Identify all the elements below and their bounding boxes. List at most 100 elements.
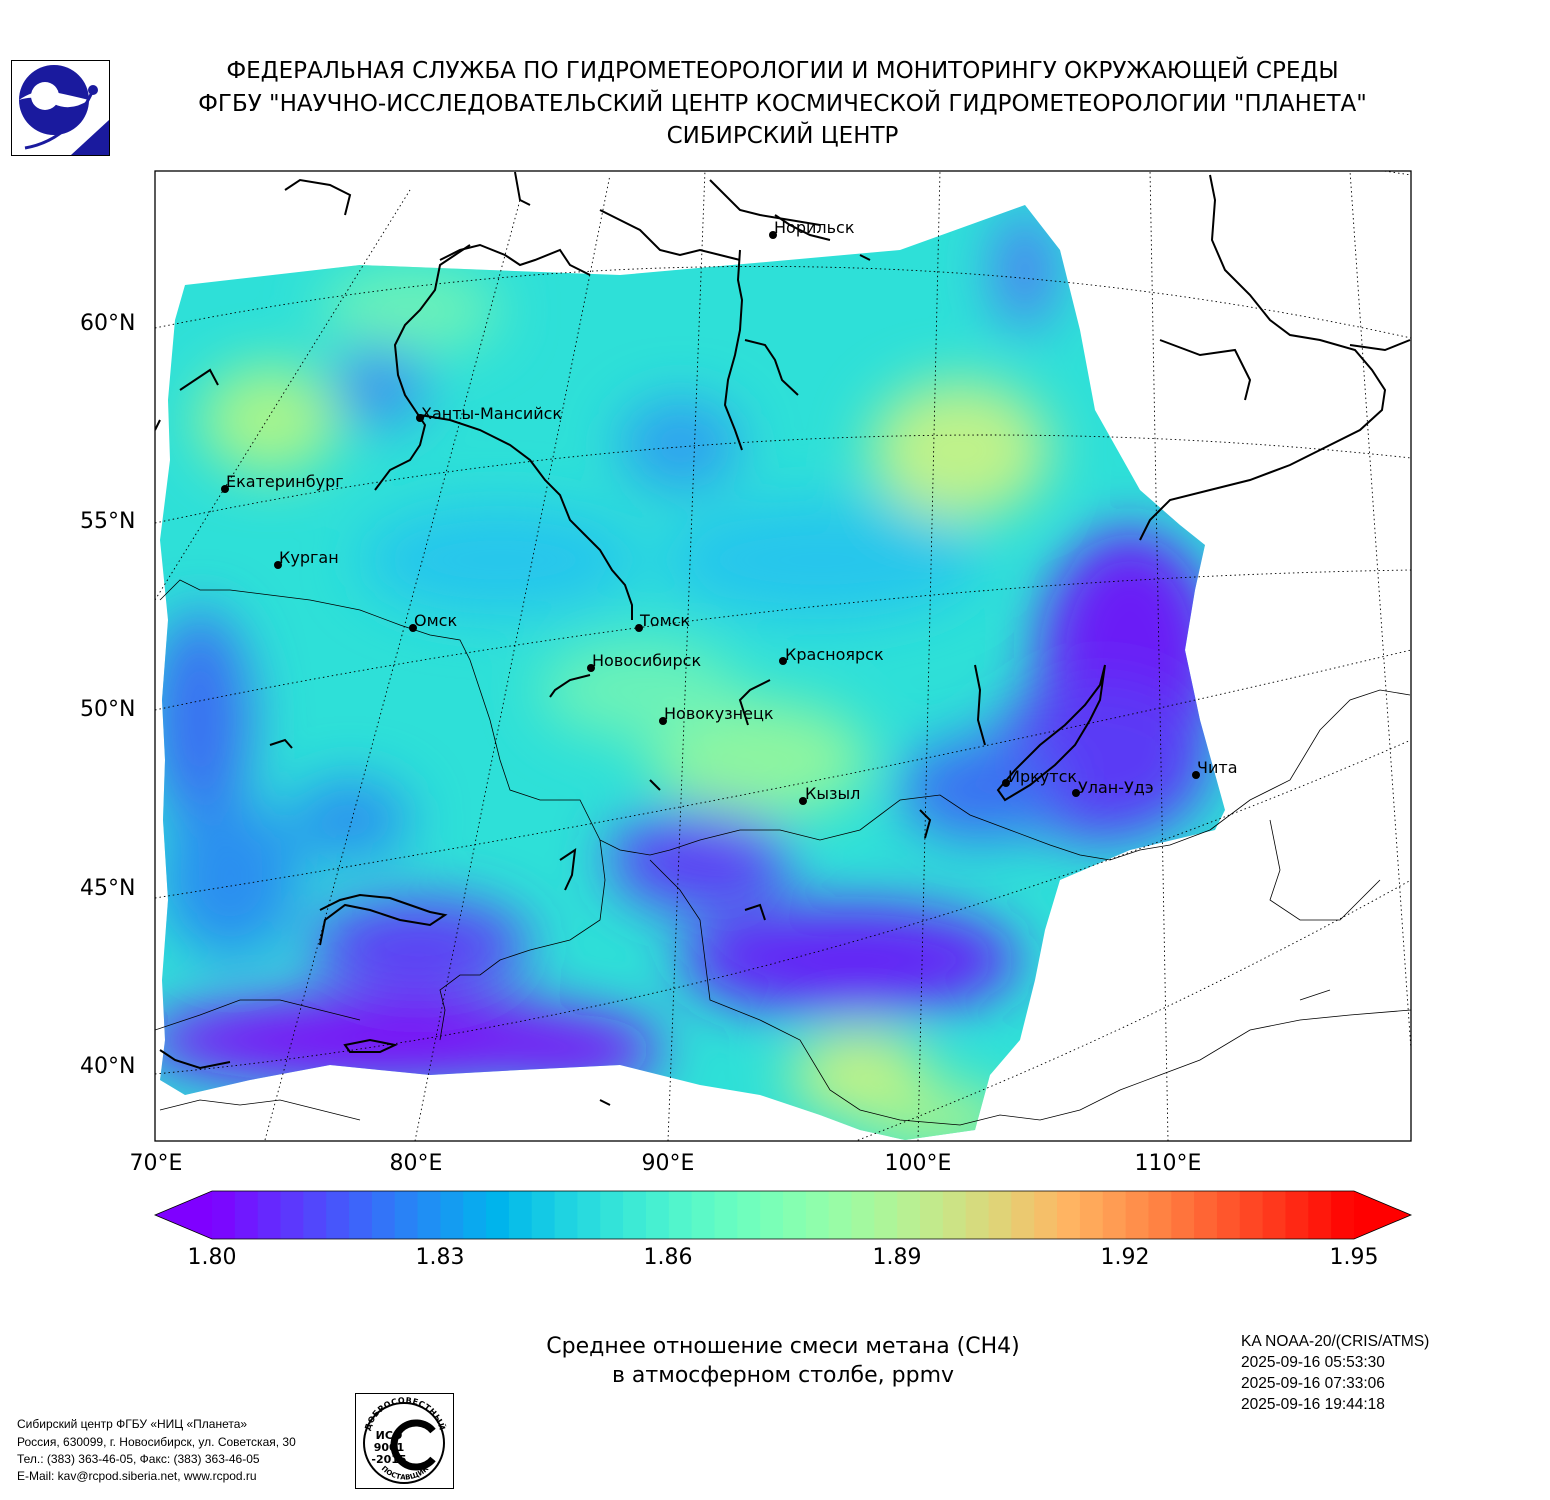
city-marker: [1072, 789, 1080, 797]
lon-label: 110°E: [1134, 1151, 1202, 1176]
header-line-1: ФЕДЕРАЛЬНАЯ СЛУЖБА ПО ГИДРОМЕТЕОРОЛОГИИ …: [226, 58, 1339, 84]
colorbar-segment: [668, 1191, 693, 1239]
city-label: Екатеринбург: [226, 472, 344, 491]
colorbar-segment: [783, 1191, 807, 1239]
colorbar-segment: [303, 1191, 327, 1239]
city-label: Чита: [1197, 758, 1238, 777]
lat-label: 60°N: [80, 311, 136, 336]
colorbar-tick: 1.86: [643, 1245, 693, 1270]
iso-certificate-badge: ДОБРОСОВЕСТНЫЙ ПОСТАВЩИК ИСО 9001 -2015: [355, 1393, 454, 1489]
footer-phone: Тел.: (383) 363-46-05, Факс: (383) 363-4…: [17, 1452, 260, 1466]
colorbar-segment: [691, 1191, 716, 1239]
colorbar-tick: 1.95: [1329, 1245, 1379, 1270]
colorbar-tick: 1.92: [1100, 1245, 1150, 1270]
colorbar-segment: [1216, 1191, 1241, 1239]
colorbar-tick: 1.80: [187, 1245, 237, 1270]
colorbar-segment: [805, 1191, 830, 1239]
colorbar-segment: [1034, 1191, 1058, 1239]
colorbar-segment: [234, 1191, 259, 1239]
colorbar-segment: [486, 1191, 510, 1239]
lat-label: 40°N: [80, 1054, 136, 1079]
colorbar-segment: [1194, 1191, 1218, 1239]
colorbar-segment: [257, 1191, 282, 1239]
colorbar-segment: [1262, 1191, 1287, 1239]
colorbar-segment: [1102, 1191, 1127, 1239]
lat-label: 50°N: [80, 697, 136, 722]
colorbar-segment: [463, 1191, 487, 1239]
lat-label: 45°N: [80, 876, 136, 901]
city-label: Курган: [279, 548, 339, 567]
city-label: Красноярск: [785, 645, 884, 664]
colorbar-segment: [714, 1191, 738, 1239]
colorbar-segment: [1057, 1191, 1081, 1239]
svg-text:9001: 9001: [374, 1441, 405, 1454]
satellite-time: 2025-09-16 05:53:30: [1241, 1354, 1385, 1371]
colorbar-segment: [1011, 1191, 1035, 1239]
satellite-name: KA NOAA-20/(CRIS/ATMS): [1241, 1333, 1430, 1350]
footer-org: Сибирский центр ФГБУ «НИЦ «Планета»: [17, 1417, 248, 1431]
city-marker: [1002, 779, 1010, 787]
colorbar-segment: [645, 1191, 670, 1239]
city-marker: [1192, 771, 1200, 779]
colorbar-segment: [1285, 1191, 1309, 1239]
satellite-time: 2025-09-16 07:33:06: [1241, 1375, 1385, 1392]
colorbar-segment: [394, 1191, 419, 1239]
colorbar-tick: 1.83: [415, 1245, 465, 1270]
colorbar-segments: [212, 1191, 1355, 1239]
caption-line-1: Среднее отношение смеси метана (CH4): [546, 1334, 1020, 1359]
colorbar-segment: [874, 1191, 898, 1239]
colorbar-segment: [349, 1191, 373, 1239]
city-label: Омск: [414, 611, 458, 630]
lon-label: 90°E: [641, 1151, 695, 1176]
city-marker: [779, 657, 787, 665]
colorbar-segment: [1125, 1191, 1150, 1239]
city-marker: [274, 561, 282, 569]
caption-line-2: в атмосферном столбе, ppmv: [611, 1363, 955, 1388]
lon-label: 100°E: [884, 1151, 952, 1176]
colorbar-segment: [1239, 1191, 1264, 1239]
colorbar-segment: [920, 1191, 944, 1239]
header-line-2: ФГБУ "НАУЧНО-ИССЛЕДОВАТЕЛЬСКИЙ ЦЕНТР КОС…: [198, 91, 1367, 117]
city-marker: [416, 414, 424, 422]
colorbar-outline: [153, 1190, 1413, 1240]
colorbar-segment: [897, 1191, 921, 1239]
colorbar-segment: [600, 1191, 624, 1239]
coastlines-rivers: [155, 171, 1411, 1106]
colorbar-high-arrow: [1354, 1191, 1411, 1239]
lon-label: 70°E: [129, 1151, 183, 1176]
planeta-logo-icon: [11, 60, 110, 156]
header-line-3: СИБИРСКИЙ ЦЕНТР: [666, 123, 899, 149]
city-label: Норильск: [774, 218, 855, 237]
city-marker: [635, 624, 643, 632]
footer-email: E-Mail: kav@rcpod.siberia.net, www.rcpod…: [17, 1469, 257, 1483]
city-marker: [587, 664, 595, 672]
city-label: Улан-Удэ: [1078, 778, 1154, 797]
svg-text:-2015: -2015: [371, 1453, 406, 1466]
colorbar-segment: [1331, 1191, 1355, 1239]
colorbar-segment: [531, 1191, 556, 1239]
svg-text:ИСО: ИСО: [376, 1429, 403, 1442]
colorbar-segment: [508, 1191, 533, 1239]
colorbar-segment: [760, 1191, 784, 1239]
colorbar-low-arrow: [155, 1191, 212, 1239]
city-label: Кызыл: [805, 784, 861, 803]
colorbar-segment: [371, 1191, 396, 1239]
colorbar-segment: [1171, 1191, 1195, 1239]
colorbar-segment: [1308, 1191, 1332, 1239]
colorbar-segment: [737, 1191, 761, 1239]
colorbar-segment: [623, 1191, 647, 1239]
colorbar-segment: [440, 1191, 464, 1239]
footer-address: Россия, 630099, г. Новосибирск, ул. Сове…: [17, 1435, 296, 1449]
city-marker: [659, 717, 667, 725]
city-marker: [409, 624, 417, 632]
colorbar-segment: [212, 1191, 236, 1239]
borders: [155, 579, 1411, 1126]
city-marker: [221, 485, 229, 493]
satellite-time: 2025-09-16 19:44:18: [1241, 1396, 1385, 1413]
city-label: Томск: [640, 611, 691, 630]
colorbar-segment: [851, 1191, 875, 1239]
city-label: Иркутск: [1008, 767, 1078, 786]
graticule: [155, 171, 1411, 1141]
